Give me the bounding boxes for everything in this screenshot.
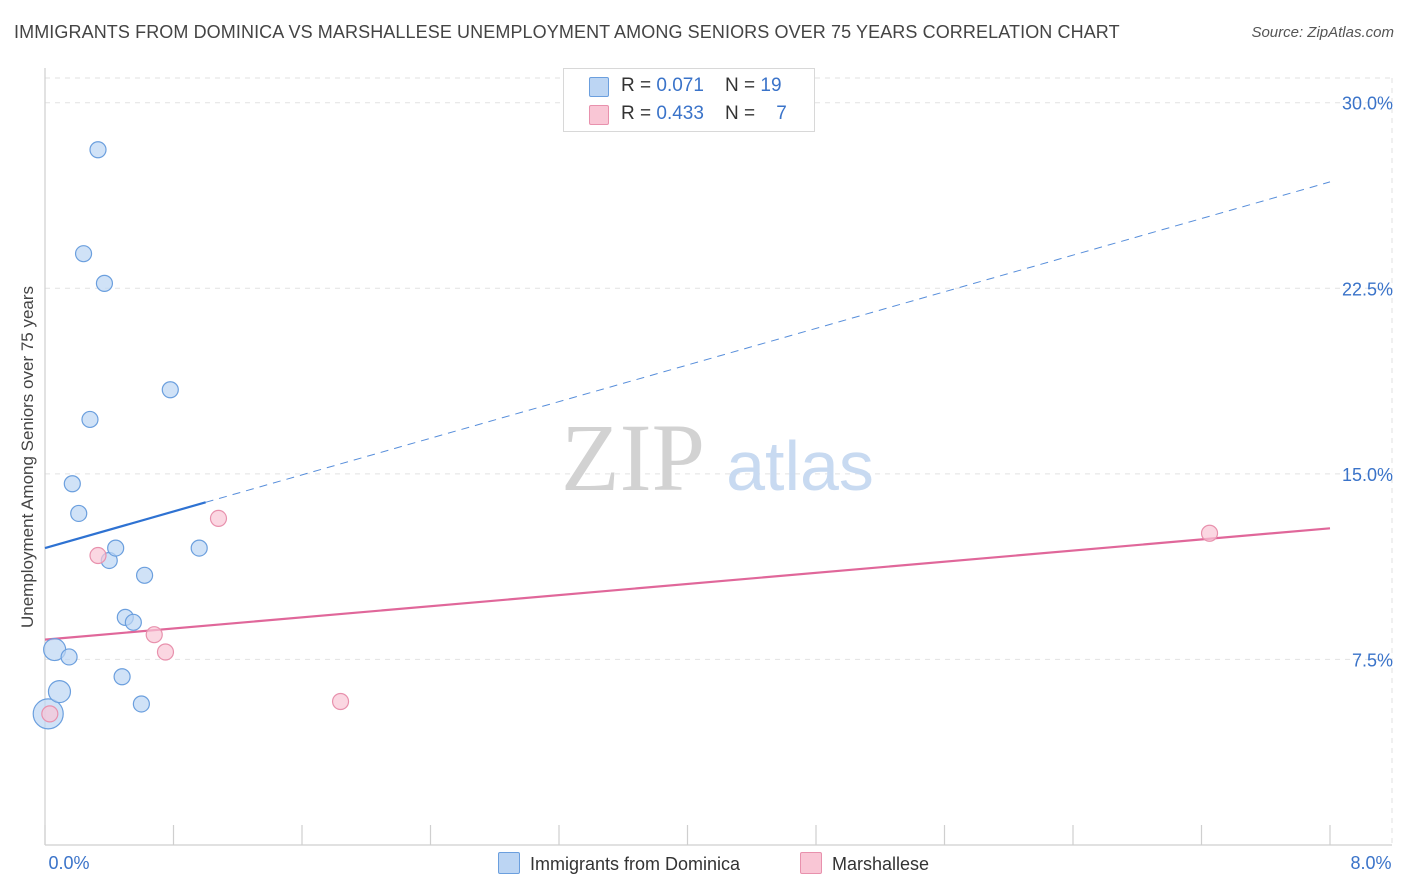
data-point-marshallese	[156, 643, 175, 661]
data-point-marshallese	[145, 626, 163, 644]
x-tick-label-min: 0.0%	[48, 853, 89, 873]
legend-item-dominica: Immigrants from Dominica	[498, 852, 740, 875]
r-value: 0.071	[656, 75, 704, 96]
chart-title: IMMIGRANTS FROM DOMINICA VS MARSHALLESE …	[14, 22, 1120, 42]
data-point-dominica	[113, 668, 131, 686]
source-label: Source: ZipAtlas.com	[1251, 24, 1394, 41]
data-point-marshallese	[1200, 524, 1219, 542]
data-point-dominica	[161, 381, 179, 399]
n-label: N =	[725, 103, 761, 124]
data-point-dominica	[135, 566, 154, 584]
data-points	[32, 141, 1219, 730]
data-point-marshallese	[41, 705, 59, 723]
legend-item-marshallese: Marshallese	[800, 852, 929, 875]
y-tick-labels: 7.5% 15.0% 22.5% 30.0%	[1342, 94, 1393, 671]
data-point-dominica	[81, 410, 99, 429]
legend-swatch-pink	[589, 105, 609, 125]
watermark: ZIP atlas	[561, 404, 874, 511]
r-value: 0.433	[656, 103, 704, 124]
n-value: 7	[776, 103, 787, 124]
x-tick-labels: 0.0% 8.0%	[48, 853, 1391, 873]
grid-lines	[45, 77, 1393, 845]
legend-swatch-pink	[800, 852, 822, 874]
data-point-marshallese	[209, 509, 228, 528]
axes	[44, 68, 1392, 846]
y-tick-label: 22.5%	[1342, 279, 1393, 299]
legend-swatch-blue	[589, 77, 609, 97]
r-label: R =	[621, 103, 657, 124]
data-point-dominica	[47, 679, 72, 704]
stats-legend: R = 0.071 N = 19 R = 0.433 N = 7	[563, 68, 815, 132]
data-point-dominica	[89, 141, 107, 159]
trend-lines	[44, 181, 1331, 641]
x-tick-label-max: 8.0%	[1350, 853, 1391, 873]
data-point-dominica	[60, 648, 78, 666]
y-tick-label: 7.5%	[1352, 650, 1393, 670]
data-point-dominica	[63, 475, 81, 493]
r-label: R =	[621, 75, 657, 96]
n-label: N =	[725, 75, 761, 96]
legend-label: Marshallese	[832, 854, 930, 874]
watermark-zip: ZIP	[561, 404, 705, 511]
trend-line-marshallese	[44, 527, 1331, 641]
data-point-dominica	[74, 245, 93, 263]
trend-line-dominica	[44, 501, 206, 550]
data-point-dominica	[124, 613, 142, 631]
n-value: 19	[760, 75, 782, 96]
data-point-dominica	[95, 274, 114, 292]
legend-label: Immigrants from Dominica	[530, 854, 741, 874]
legend-swatch-blue	[498, 852, 520, 874]
watermark-atlas: atlas	[726, 427, 874, 505]
y-tick-label: 15.0%	[1342, 465, 1393, 485]
data-point-marshallese	[89, 546, 107, 565]
data-point-dominica	[107, 539, 125, 557]
y-tick-label: 30.0%	[1342, 94, 1393, 114]
data-point-dominica	[190, 539, 208, 557]
data-point-dominica	[70, 504, 88, 523]
data-point-dominica	[132, 695, 150, 713]
data-point-marshallese	[331, 692, 350, 711]
